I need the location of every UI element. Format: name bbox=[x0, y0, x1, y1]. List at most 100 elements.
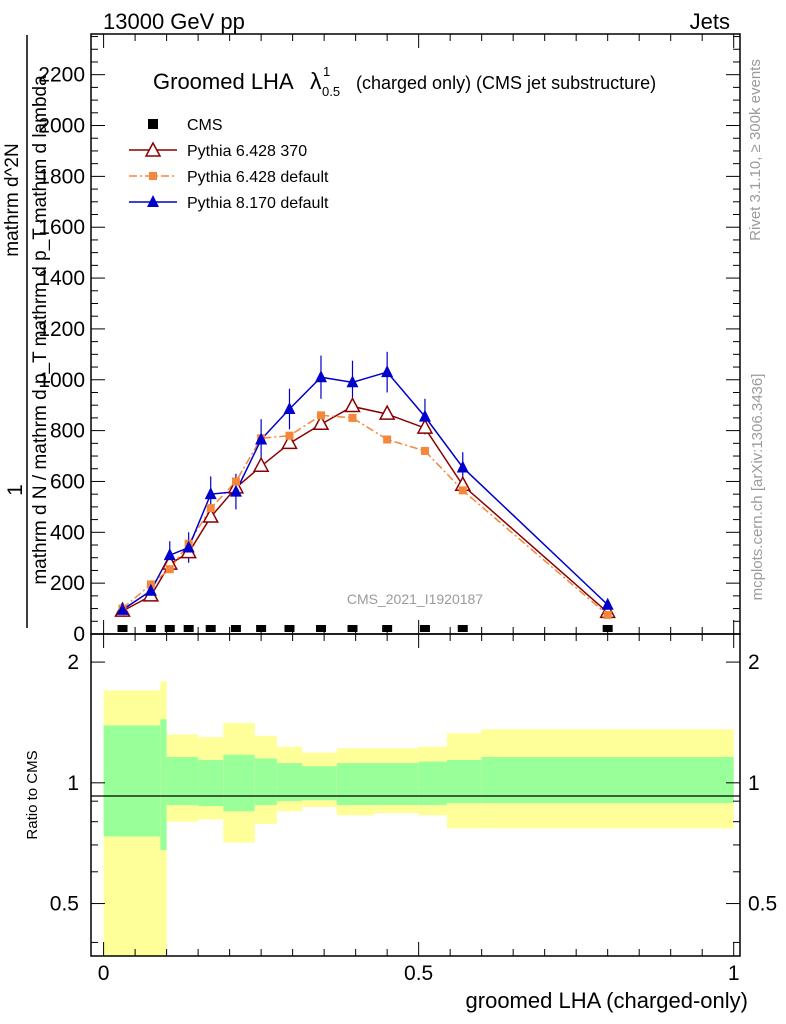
pythia6-370-point bbox=[416, 418, 434, 434]
ratio-inner-band bbox=[223, 754, 255, 812]
ratio-inner-band bbox=[418, 761, 448, 806]
legend-pythia6-default: Pythia 6.428 default bbox=[129, 169, 329, 186]
pythia8-default-point bbox=[255, 432, 268, 445]
y-label-numerator: 1 bbox=[4, 484, 27, 496]
legend-cms-label: CMS bbox=[187, 117, 223, 134]
x-axis-label: groomed LHA (charged-only) bbox=[466, 988, 748, 1013]
cms-data-point bbox=[205, 625, 216, 632]
pythia8-default-point bbox=[314, 370, 327, 383]
y-tick-label: 600 bbox=[50, 470, 85, 493]
pythia8-default-point bbox=[229, 484, 242, 497]
title-superscript: 1 bbox=[323, 64, 330, 79]
main-panel: 0 200 400 600 800 1000 1200 1400 1600 1800 2000 220… bbox=[38, 33, 741, 646]
x-tick-label: 0 bbox=[98, 962, 110, 985]
y-label-top: mathrm d^2N bbox=[2, 143, 23, 256]
y-tick-label: 400 bbox=[50, 521, 85, 544]
ratio-inner-band bbox=[302, 766, 337, 801]
y-tick-label: 1800 bbox=[38, 165, 85, 188]
pythia8-default-point bbox=[182, 540, 195, 553]
y-tick-label: 2200 bbox=[38, 64, 85, 87]
energy-label: 13000 GeV pp bbox=[103, 9, 245, 34]
cms-data-point bbox=[315, 625, 326, 632]
series-line-3 bbox=[122, 371, 609, 611]
pythia8-default-point bbox=[456, 460, 469, 473]
cms-data-point bbox=[457, 625, 468, 632]
legend-pythia8-default-label: Pythia 8.170 default bbox=[187, 195, 329, 212]
chart-title: Groomed LHA λ 1 0.5 (charged only) (CMS … bbox=[153, 64, 656, 99]
y-tick-label: 200 bbox=[50, 572, 85, 595]
pythia6-default-point bbox=[316, 411, 325, 420]
pythia6-default-point bbox=[285, 431, 294, 440]
ratio-inner-band bbox=[166, 756, 199, 806]
pythia6-default-point bbox=[383, 435, 392, 444]
legend-pythia6-370: Pythia 6.428 370 bbox=[129, 141, 307, 160]
cms-data-point bbox=[164, 625, 175, 632]
ratio-panel: 0.5 0.5 1 1 2 2 0 0.5 1 bbox=[50, 633, 777, 985]
legend-pythia8-default-marker bbox=[147, 195, 159, 207]
pythia8-default-point bbox=[116, 602, 129, 615]
category-label: Jets bbox=[690, 9, 730, 34]
title-subscript: 0.5 bbox=[322, 84, 340, 99]
y-axis-label: 1 mathrm d N / mathrm d p_T mathrm d p_T… bbox=[2, 35, 51, 628]
cms-data-point bbox=[347, 625, 358, 632]
main-series-lines bbox=[122, 371, 609, 616]
ratio-inner-band bbox=[374, 763, 419, 806]
analysis-tag: CMS_2021_I1920187 bbox=[347, 591, 483, 607]
mcplots-label: mcplots.cern.ch [arXiv:1306.3436] bbox=[749, 374, 766, 601]
series-line-2 bbox=[122, 414, 609, 616]
y-tick-label: 1200 bbox=[38, 318, 85, 341]
ratio-y-tick-label-right: 0.5 bbox=[748, 893, 777, 916]
main-error-bars bbox=[121, 351, 609, 617]
ratio-y-label: Ratio to CMS bbox=[24, 750, 41, 839]
pythia8-default-point bbox=[283, 402, 296, 414]
pythia8-default-point bbox=[418, 409, 431, 422]
main-axes: 0 200 400 600 800 1000 1200 1400 1600 1800 2000 220… bbox=[38, 34, 740, 646]
ratio-inner-band bbox=[447, 759, 482, 804]
legend-pythia6-370-label: Pythia 6.428 370 bbox=[187, 143, 307, 160]
cms-data-point bbox=[419, 625, 430, 632]
ratio-inner-band bbox=[276, 763, 303, 802]
ratio-y-tick-label: 1 bbox=[67, 772, 79, 795]
pythia8-default-point bbox=[346, 375, 359, 388]
pythia6-370-point bbox=[252, 456, 270, 472]
title-suffix: (charged only) (CMS jet substructure) bbox=[356, 73, 656, 93]
pythia8-default-point bbox=[601, 597, 614, 610]
pythia6-370-point bbox=[202, 507, 219, 523]
ratio-y-tick-label-right: 2 bbox=[748, 651, 760, 674]
pythia8-default-point bbox=[163, 548, 176, 561]
pythia8-default-point bbox=[381, 365, 394, 378]
x-tick-label: 0.5 bbox=[404, 962, 433, 985]
pythia6-370-point bbox=[281, 433, 298, 450]
y-tick-label: 0 bbox=[73, 623, 85, 646]
cms-data-point bbox=[183, 625, 194, 632]
pythia6-370-point bbox=[344, 396, 361, 413]
ratio-inner-band bbox=[254, 758, 277, 806]
pythia6-default-point bbox=[420, 446, 429, 455]
y-tick-label: 1600 bbox=[38, 216, 85, 239]
y-tick-label: 2000 bbox=[38, 115, 85, 138]
title-main: Groomed LHA bbox=[153, 69, 294, 94]
ratio-inner-band bbox=[160, 719, 167, 850]
ratio-inner-band bbox=[336, 763, 375, 806]
ratio-inner-band bbox=[198, 759, 224, 807]
cms-data-point bbox=[145, 625, 156, 632]
legend-pythia8-default: Pythia 8.170 default bbox=[129, 195, 329, 212]
pythia8-default-point bbox=[144, 583, 157, 596]
legend-pythia6-370-marker bbox=[144, 141, 162, 157]
ratio-bands bbox=[103, 681, 734, 956]
pythia6-370-point bbox=[312, 414, 330, 431]
pythia6-370-point bbox=[378, 404, 396, 420]
y-tick-label: 1400 bbox=[38, 267, 85, 290]
pythia6-default-point bbox=[458, 486, 467, 495]
pythia6-default-point bbox=[206, 504, 215, 513]
pythia6-default-point bbox=[348, 413, 357, 422]
legend-cms: CMS bbox=[148, 117, 223, 134]
rivet-label: Rivet 3.1.10, ≥ 300k events bbox=[747, 59, 764, 241]
cms-data-point bbox=[284, 625, 295, 632]
pythia6-default-point bbox=[165, 565, 174, 574]
ratio-y-tick-label-right: 1 bbox=[748, 772, 760, 795]
pythia8-default-point bbox=[204, 487, 217, 500]
pythia6-default-point bbox=[231, 477, 240, 486]
y-label-denominator: mathrm d N / mathrm d p_T mathrm d p_T m… bbox=[30, 75, 51, 585]
